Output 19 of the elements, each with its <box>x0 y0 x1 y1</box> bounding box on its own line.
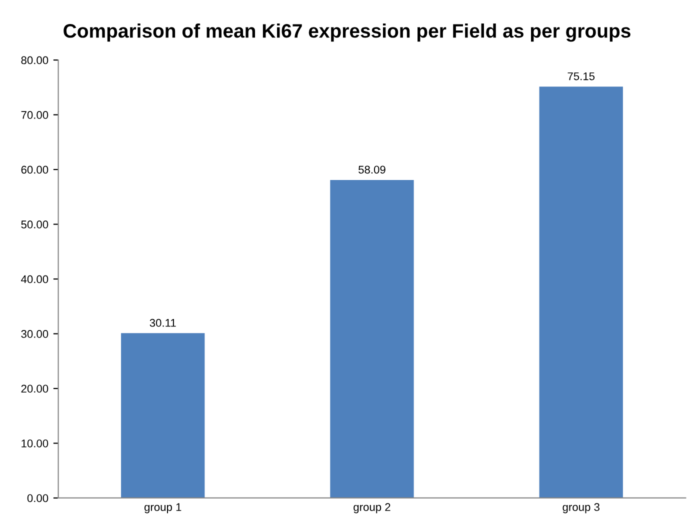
y-tick-label: 50.00 <box>21 220 48 228</box>
x-tick-label: group 1 <box>144 503 182 514</box>
bar <box>539 86 623 498</box>
data-label: 58.09 <box>358 166 386 174</box>
data-label: 30.11 <box>150 318 176 327</box>
bar <box>330 180 414 498</box>
x-tick-label: group 3 <box>562 503 600 514</box>
y-tick-label: 60.00 <box>21 166 48 174</box>
y-tick-label: 80.00 <box>21 56 48 64</box>
y-tick-label: 10.00 <box>22 440 48 448</box>
y-tick-label: 70.00 <box>21 111 48 119</box>
chart-title: Comparison of mean Ki67 expression per Field as per groups <box>64 23 630 42</box>
y-tick-label: 20.00 <box>21 384 48 393</box>
y-tick-label: 40.00 <box>21 275 48 284</box>
bar <box>121 333 205 498</box>
y-tick-label: 0.00 <box>27 494 48 502</box>
y-tick-label: 30.00 <box>21 330 48 338</box>
x-tick-label: group 2 <box>354 503 390 514</box>
data-label: 75.15 <box>568 72 595 80</box>
